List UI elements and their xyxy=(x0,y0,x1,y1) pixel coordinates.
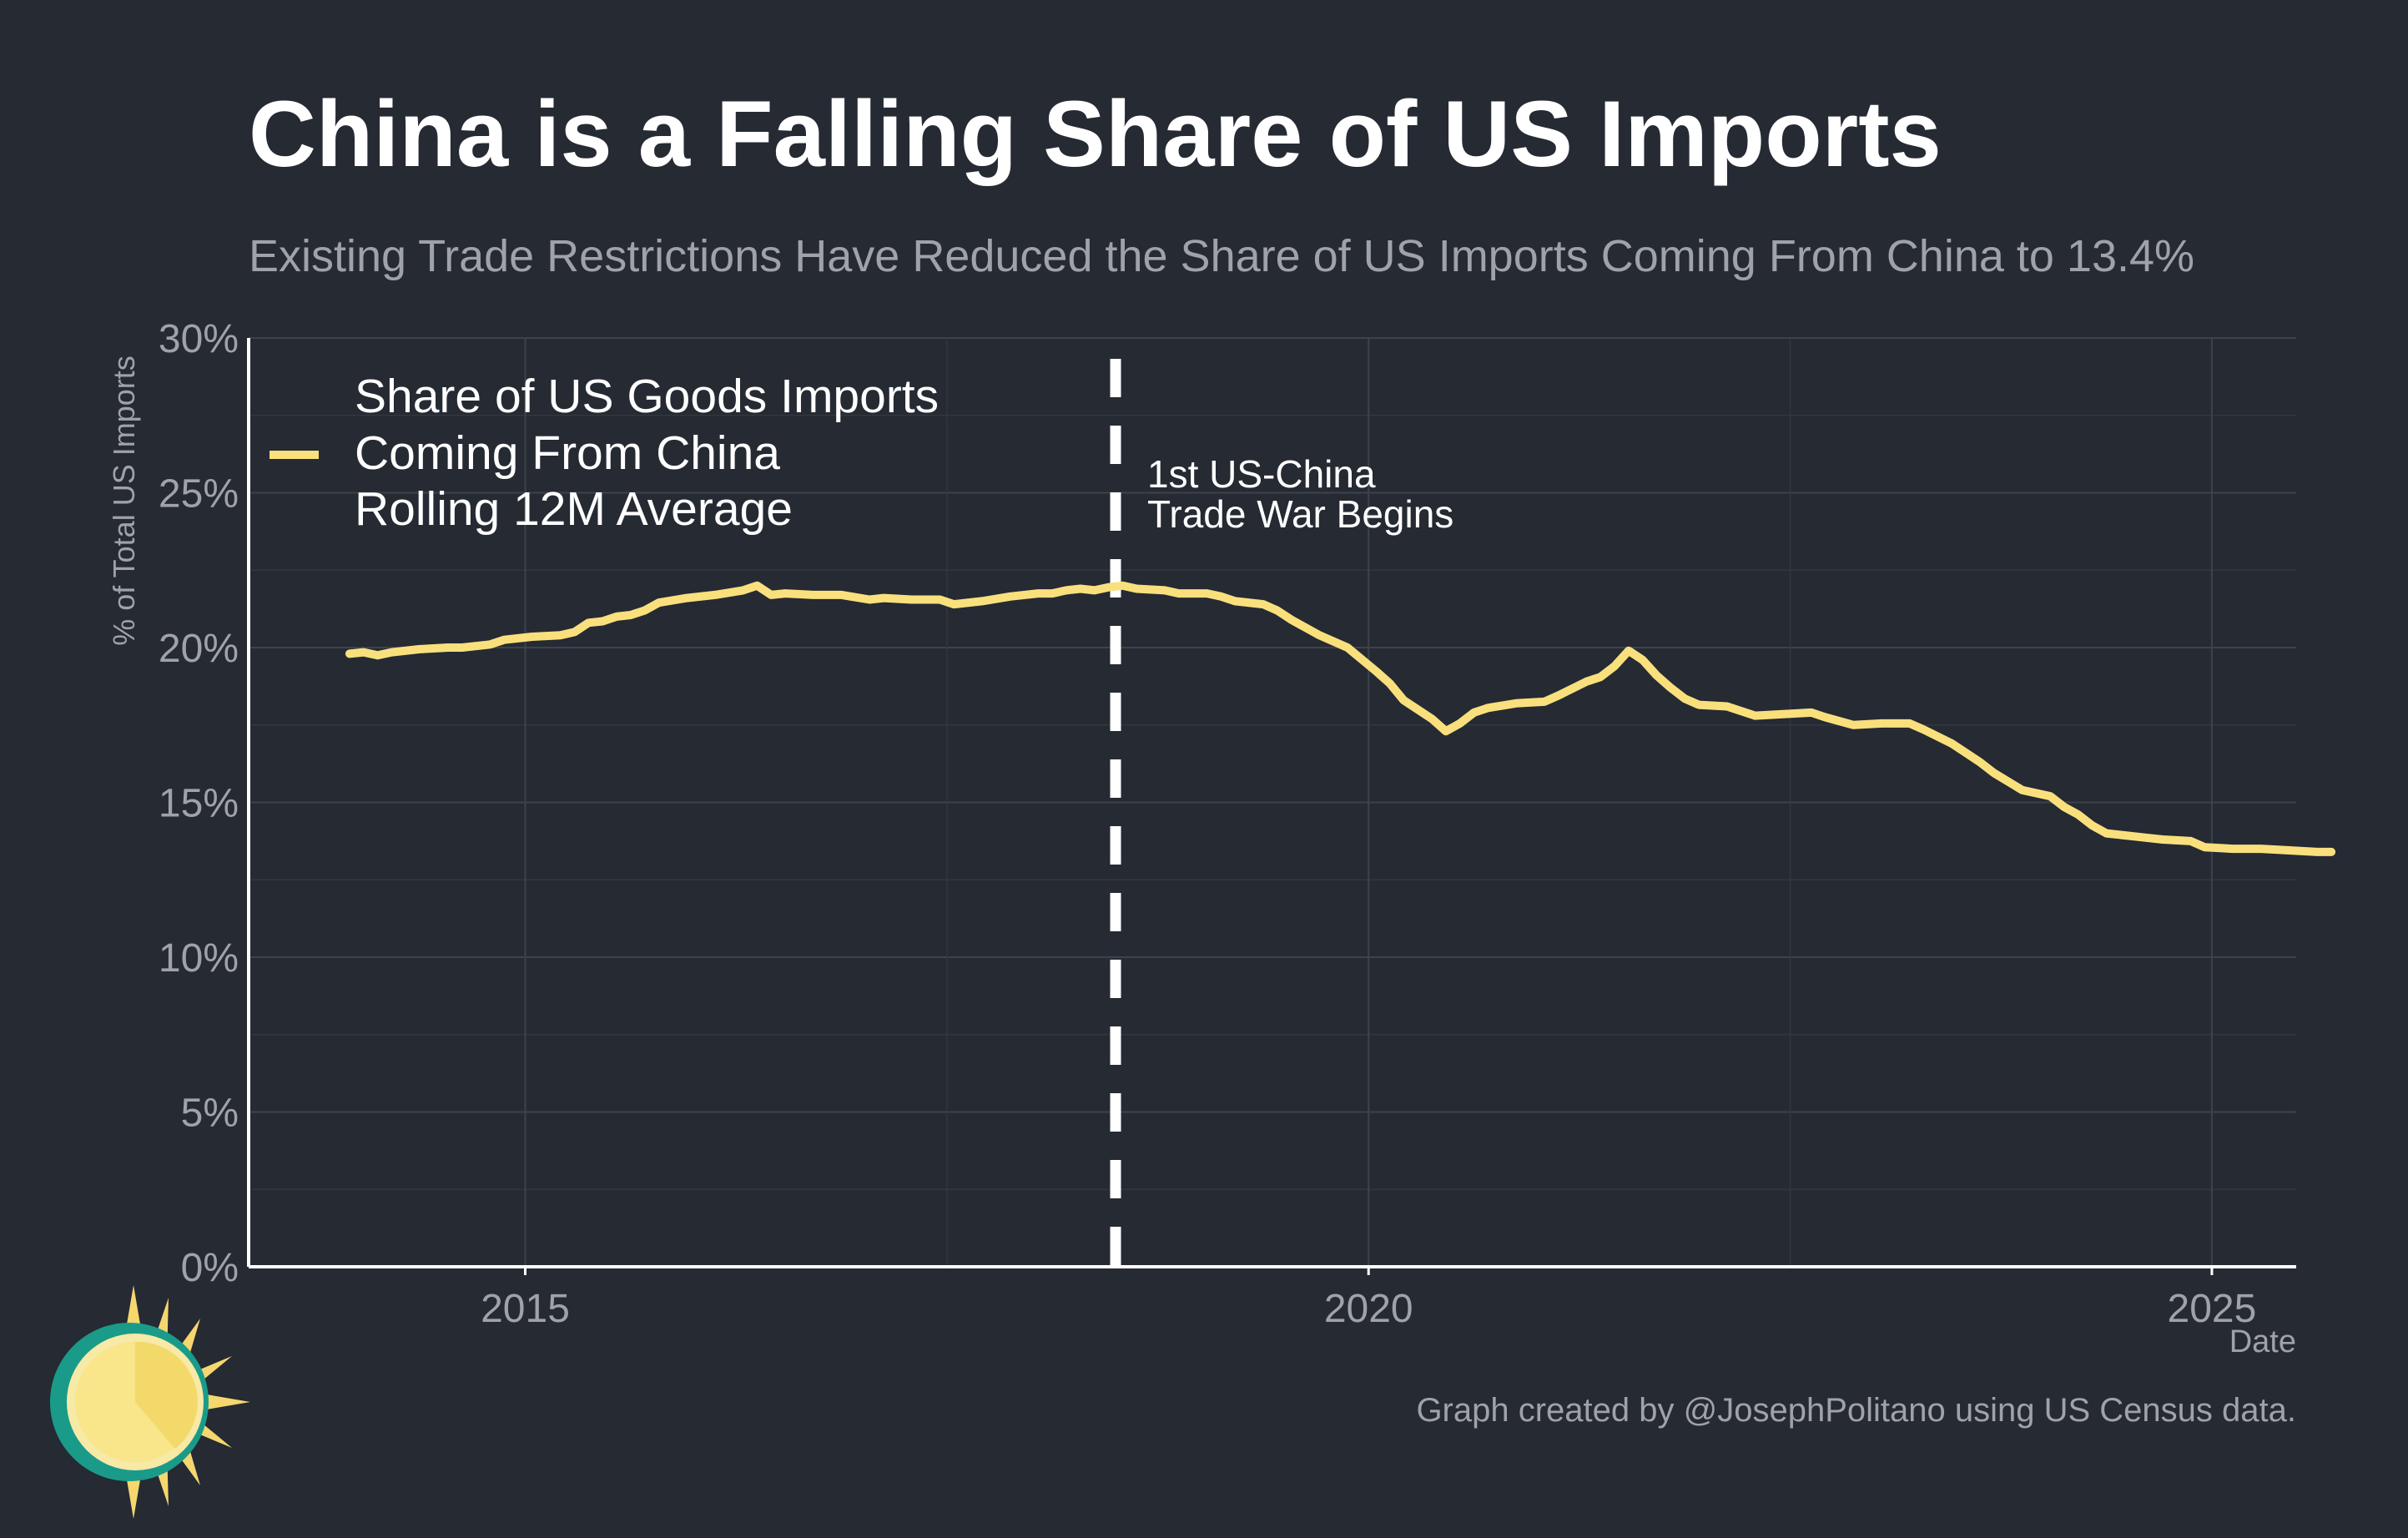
y-tick-labels: 0% 5% 10% 15% 20% 25% 30% xyxy=(159,317,239,1290)
chart-title: China is a Falling Share of US Imports xyxy=(249,82,1942,186)
y-tick-label: 0% xyxy=(181,1246,239,1290)
y-tick-label: 30% xyxy=(159,317,239,361)
y-tick-label: 10% xyxy=(159,936,239,981)
axes xyxy=(247,338,2296,1268)
sun-logo-icon xyxy=(50,1285,250,1519)
annotation-line-1: 1st US-China xyxy=(1147,452,1376,496)
legend: Share of US Goods Imports Coming From Ch… xyxy=(270,370,939,536)
y-tick-label: 5% xyxy=(181,1092,239,1136)
y-tick-label: 15% xyxy=(159,782,239,826)
legend-label-line-1: Share of US Goods Imports xyxy=(355,370,939,423)
x-tick-label: 2025 xyxy=(2168,1287,2257,1331)
trade-war-annotation: 1st US-China Trade War Begins xyxy=(1147,452,1453,536)
annotation-line-2: Trade War Begins xyxy=(1147,492,1453,536)
series-line-china-share xyxy=(345,581,2336,856)
y-tick-label: 25% xyxy=(159,472,239,517)
y-axis-label: % of Total US Imports xyxy=(107,356,141,645)
gridlines xyxy=(249,337,2296,1268)
y-tick-label: 20% xyxy=(159,627,239,671)
x-tick-labels: 2015 2020 2025 xyxy=(481,1267,2256,1331)
legend-label-line-3: Rolling 12M Average xyxy=(355,482,793,536)
x-tick-label: 2020 xyxy=(1324,1287,1413,1331)
legend-label-line-2: Coming From China xyxy=(355,426,780,480)
x-tick-label: 2015 xyxy=(481,1287,570,1331)
chart-subtitle: Existing Trade Restrictions Have Reduced… xyxy=(249,231,2195,281)
x-axis-label: Date xyxy=(2229,1324,2296,1359)
series-china-share xyxy=(345,581,2336,856)
credit-text: Graph created by @JosephPolitano using U… xyxy=(1416,1392,2296,1429)
